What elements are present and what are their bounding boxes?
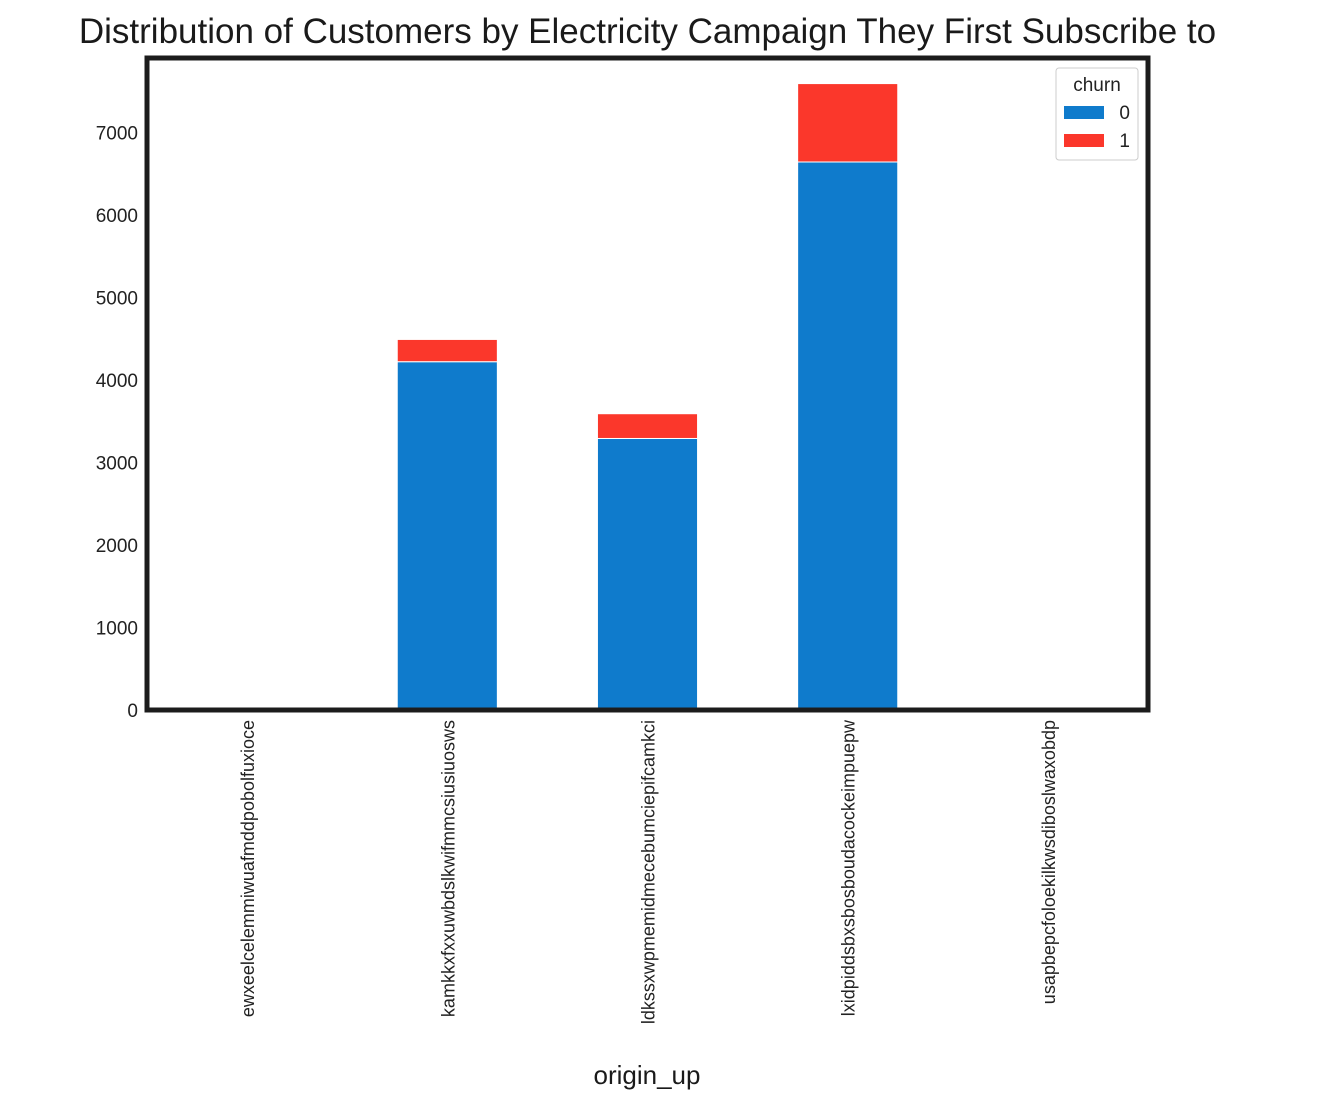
y-tick-label: 3000: [96, 453, 138, 474]
bar-ldkssxwpmemidmecebumciepifcamkci-churn-1: [596, 413, 699, 439]
x-tick-label: ewxeelcelemmiwuafmddpobolfuxioce: [238, 720, 258, 1017]
x-tick-label: kamkkxfxxuwbdslkwifmmcsiusiuosws: [438, 720, 458, 1017]
bars-group: [196, 83, 1099, 711]
y-tick-label: 5000: [96, 288, 138, 309]
bar-lxidpiddsbxsbosboudacockeimpuepw-churn-1: [797, 83, 899, 163]
y-tick-label: 2000: [96, 536, 138, 557]
chart-title: Distribution of Customers by Electricity…: [78, 12, 1217, 51]
y-axis-ticks: 0 1000 2000 3000 4000 5000 6000 7000: [96, 123, 138, 722]
x-tick-label: lxidpiddsbxsbosboudacockeimpuepw: [839, 719, 859, 1016]
legend-label-0: 0: [1119, 103, 1130, 124]
y-tick-label: 6000: [96, 206, 138, 227]
y-tick-label: 4000: [96, 371, 138, 392]
legend-label-1: 1: [1119, 131, 1130, 152]
legend-title: churn: [1073, 75, 1121, 96]
bar-lxidpiddsbxsbosboudacockeimpuepw-churn-0: [797, 161, 899, 711]
y-tick-label: 1000: [96, 618, 138, 639]
y-tick-label: 0: [127, 701, 138, 722]
x-axis-label: origin_up: [594, 1060, 701, 1090]
legend-swatch-1: [1064, 134, 1104, 147]
legend-items: 01: [1064, 103, 1130, 152]
x-tick-label: usapbepcfoloekilkwsdiboslwaxobdp: [1039, 720, 1059, 1004]
bar-kamkkxfxxuwbdslkwifmmcsiusiuosws-churn-0: [396, 361, 498, 711]
x-axis-ticks: ewxeelcelemmiwuafmddpobolfuxioce kamkkxfx…: [238, 719, 1059, 1024]
x-tick-label: ldkssxwpmemidmecebumciepifcamkci: [639, 720, 659, 1024]
plot-frame: [144, 55, 1151, 713]
y-tick-label: 7000: [96, 123, 138, 144]
bar-kamkkxfxxuwbdslkwifmmcsiusiuosws-churn-1: [396, 338, 498, 363]
legend-swatch-0: [1064, 106, 1104, 119]
legend: churn 01: [1055, 67, 1139, 161]
bar-ldkssxwpmemidmecebumciepifcamkci-churn-0: [596, 437, 699, 711]
